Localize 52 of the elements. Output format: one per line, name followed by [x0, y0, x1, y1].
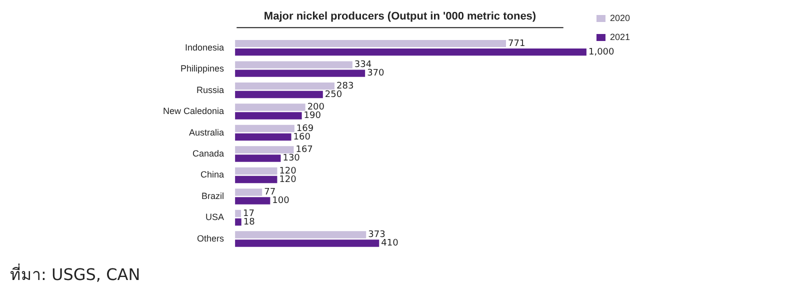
y-tick-label: Philippines [180, 64, 225, 74]
data-label: 130 [282, 154, 300, 164]
data-label: 169 [296, 124, 314, 134]
data-label: 120 [279, 174, 297, 185]
y-tick-label: Canada [192, 148, 224, 159]
data-label: 370 [367, 68, 385, 79]
bar [235, 124, 294, 132]
y-tick-label: Australia [189, 127, 224, 138]
y-tick-label: Others [197, 233, 225, 244]
bar [235, 188, 262, 196]
data-label: 250 [324, 90, 342, 100]
bar [235, 70, 366, 77]
bar [235, 90, 323, 98]
y-tick-label: USA [206, 212, 224, 222]
bar [235, 112, 302, 120]
data-label: 190 [304, 111, 322, 122]
bar [235, 48, 586, 56]
data-label: 283 [336, 81, 354, 92]
chart-title: Major nickel producers (Output in '000 metric tones) [264, 10, 536, 23]
data-label: 200 [307, 102, 325, 113]
bar [235, 240, 380, 247]
data-label: 167 [296, 145, 313, 156]
legend-label: 2020 [610, 12, 630, 23]
bar [235, 146, 294, 154]
bar [235, 176, 278, 184]
bar [235, 218, 242, 226]
y-tick-label: New Caledonia [162, 106, 224, 116]
y-tick-label: Russia [196, 84, 224, 95]
bar [235, 167, 278, 175]
legend-label: 2021 [610, 32, 630, 42]
text: ที่มา: USGS, CAN [10, 262, 140, 286]
data-label: 100 [272, 196, 290, 206]
bar [235, 40, 506, 48]
y-tick-label: Indonesia [184, 42, 224, 52]
bar [235, 133, 292, 141]
bar [235, 61, 352, 68]
data-label: 160 [293, 132, 311, 142]
bar [235, 197, 270, 204]
y-tick-label: China [200, 170, 224, 180]
bar [235, 104, 306, 111]
bar [235, 154, 281, 162]
data-label: 373 [368, 230, 386, 240]
data-label: 120 [279, 166, 297, 176]
bar [235, 231, 366, 238]
data-label: 18 [243, 217, 256, 228]
y-tick-label: Brazil [202, 190, 224, 201]
data-label: 771 [508, 38, 526, 49]
data-label: 77 [264, 188, 276, 198]
bar [235, 82, 334, 90]
data-label: 410 [381, 238, 399, 249]
data-label: 1,000 [588, 47, 615, 58]
data-label: 17 [243, 208, 254, 219]
